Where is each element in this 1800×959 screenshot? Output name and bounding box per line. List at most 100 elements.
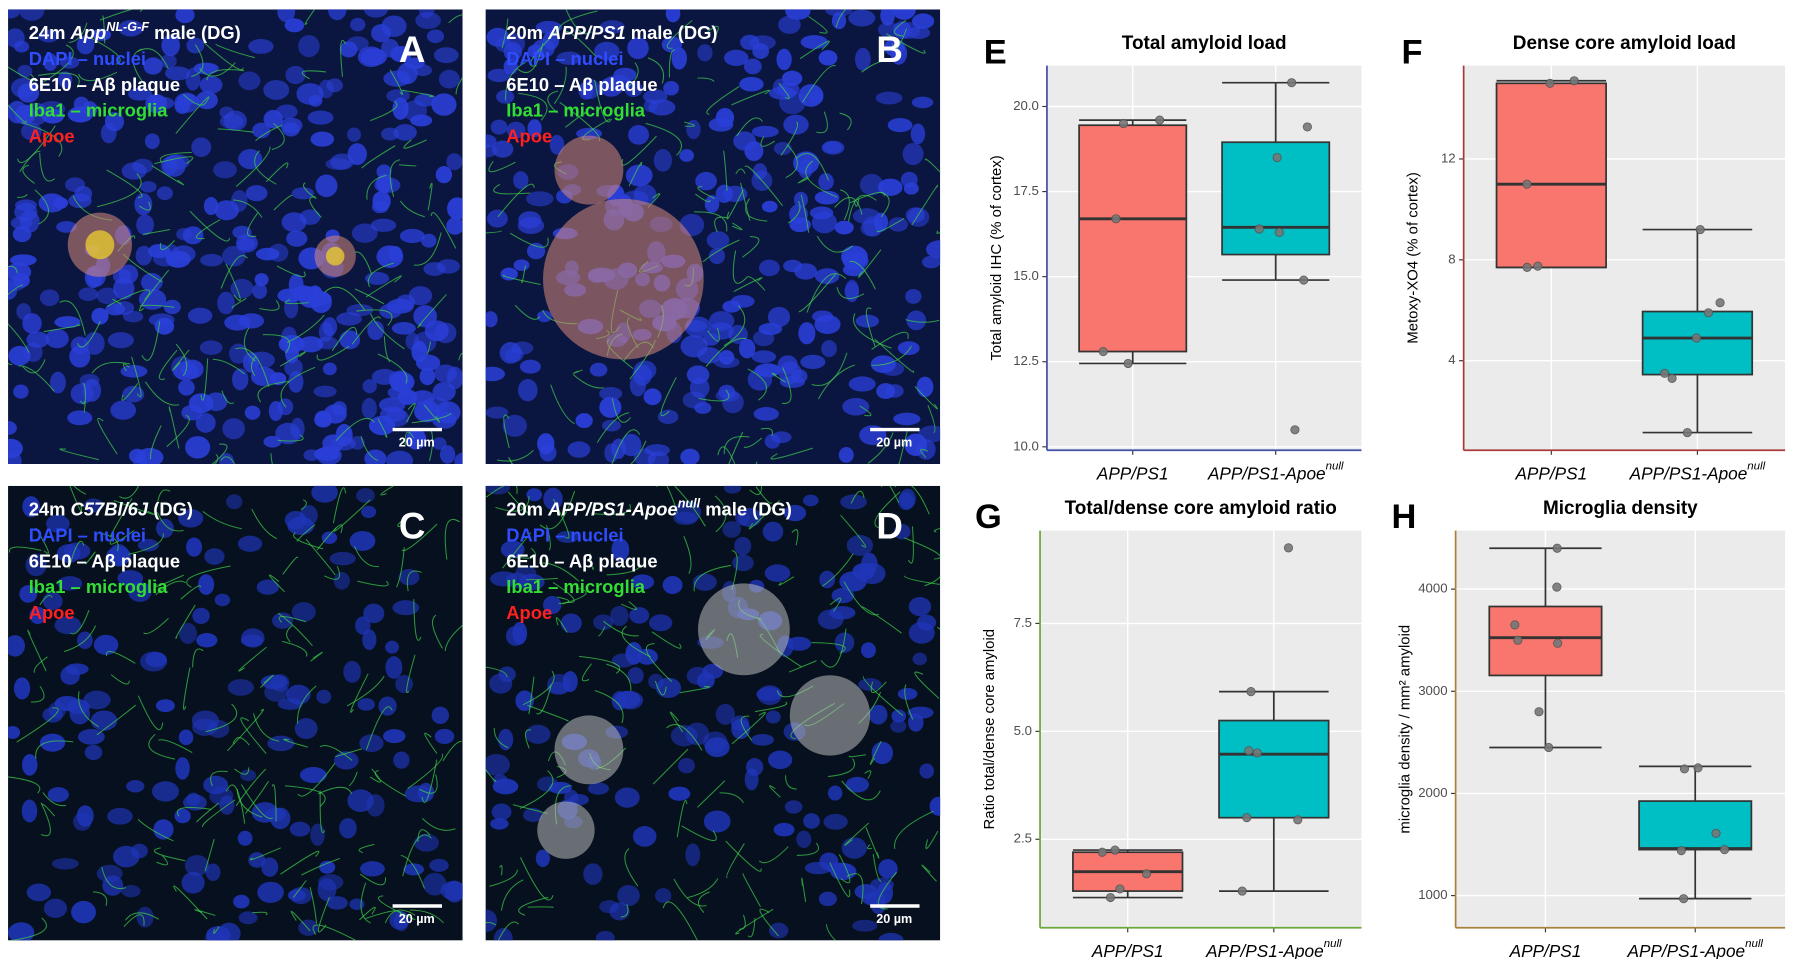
- nucleus: [54, 616, 82, 635]
- microglia-process: [131, 356, 142, 398]
- nucleus: [257, 881, 284, 903]
- nucleus: [498, 666, 516, 683]
- microglia-process: [621, 601, 637, 610]
- nucleus: [794, 263, 818, 280]
- microglia-process: [693, 564, 732, 592]
- nucleus: [762, 521, 784, 542]
- nucleus: [485, 366, 505, 382]
- nucleus: [333, 751, 359, 770]
- microglia-process: [182, 94, 207, 106]
- microglia-process: [572, 369, 583, 374]
- microglia-process: [726, 843, 745, 879]
- nucleus: [875, 91, 903, 105]
- microglia-process: [839, 189, 850, 221]
- microglia-process: [210, 770, 228, 787]
- microglia-process: [411, 412, 452, 424]
- microglia-process: [563, 30, 598, 58]
- data-point: [1691, 333, 1702, 343]
- data-point: [1274, 227, 1284, 238]
- microglia-process: [723, 305, 746, 347]
- microglia-process: [843, 581, 879, 616]
- microglia-process: [861, 60, 887, 73]
- category-superscript: null: [1745, 938, 1763, 950]
- microglia-process: [606, 440, 647, 465]
- nucleus: [526, 242, 546, 260]
- nucleus: [724, 49, 749, 67]
- microglia-process: [280, 366, 316, 408]
- microglia-process: [406, 654, 416, 694]
- microglia-process: [102, 15, 106, 44]
- data-point: [1695, 224, 1705, 235]
- nucleus: [737, 507, 762, 528]
- nucleus: [653, 149, 672, 172]
- nucleus: [287, 889, 306, 902]
- microglia-process: [141, 321, 161, 361]
- y-tick-label: 4000: [1418, 581, 1447, 596]
- nucleus: [855, 47, 871, 71]
- microglia-process: [925, 830, 939, 849]
- microglia-process: [424, 732, 438, 754]
- nucleus: [589, 362, 608, 377]
- panel-label-line: Apoe: [506, 602, 552, 623]
- microglia-process: [404, 431, 415, 445]
- microglia-process: [894, 485, 930, 515]
- microglia-process: [444, 624, 463, 651]
- nucleus: [47, 787, 69, 803]
- nucleus: [876, 383, 896, 400]
- nucleus: [267, 735, 295, 752]
- microglia-process: [137, 48, 169, 70]
- nucleus: [599, 386, 623, 401]
- nucleus: [307, 110, 334, 125]
- microglia-process: [821, 553, 854, 587]
- microglia-process: [808, 16, 828, 34]
- nucleus: [299, 209, 321, 225]
- microglia-process: [212, 358, 245, 375]
- microglia-process: [106, 169, 143, 199]
- microglia-process: [848, 754, 866, 758]
- microglia-process: [317, 786, 353, 795]
- nucleus: [485, 485, 511, 495]
- nucleus: [378, 397, 406, 413]
- nucleus: [657, 409, 679, 425]
- nucleus: [195, 412, 216, 433]
- data-point: [1237, 886, 1247, 896]
- nucleus: [655, 888, 672, 904]
- microglia-process: [728, 431, 744, 465]
- microglia-process: [304, 9, 316, 25]
- nucleus: [899, 488, 916, 509]
- microglia-process: [652, 748, 689, 785]
- label-segment: APP/PS1: [547, 22, 626, 43]
- microglia-process: [518, 896, 549, 916]
- nucleus: [904, 433, 928, 457]
- nucleus: [178, 509, 204, 528]
- microglia-process: [620, 904, 629, 918]
- microglia-process: [500, 879, 524, 911]
- microglia-process: [844, 822, 870, 846]
- nucleus: [842, 251, 869, 270]
- microglia-process: [502, 274, 541, 286]
- microglia-process: [687, 878, 719, 899]
- nucleus: [175, 9, 195, 24]
- microglia-process: [458, 352, 463, 361]
- data-point: [1123, 358, 1133, 369]
- y-tick-label: 7.5: [1014, 615, 1032, 630]
- nucleus: [543, 487, 563, 511]
- microglia-process: [202, 799, 236, 828]
- data-point: [1544, 742, 1554, 753]
- microglia-process: [933, 527, 941, 533]
- nucleus: [160, 54, 177, 69]
- microglia-process: [877, 871, 897, 910]
- plot-background: [1455, 530, 1786, 928]
- data-point: [1569, 76, 1579, 86]
- microglia-process: [235, 768, 267, 807]
- plaque: [554, 135, 624, 205]
- x-tick-label: APP/PS1: [1514, 463, 1587, 483]
- microglia-process: [76, 320, 101, 348]
- nucleus: [897, 341, 920, 356]
- nucleus: [326, 896, 348, 910]
- microglia-process: [936, 230, 941, 234]
- nucleus: [96, 287, 119, 305]
- nucleus: [391, 322, 416, 335]
- nucleus: [925, 240, 941, 259]
- microglia-process: [305, 538, 336, 576]
